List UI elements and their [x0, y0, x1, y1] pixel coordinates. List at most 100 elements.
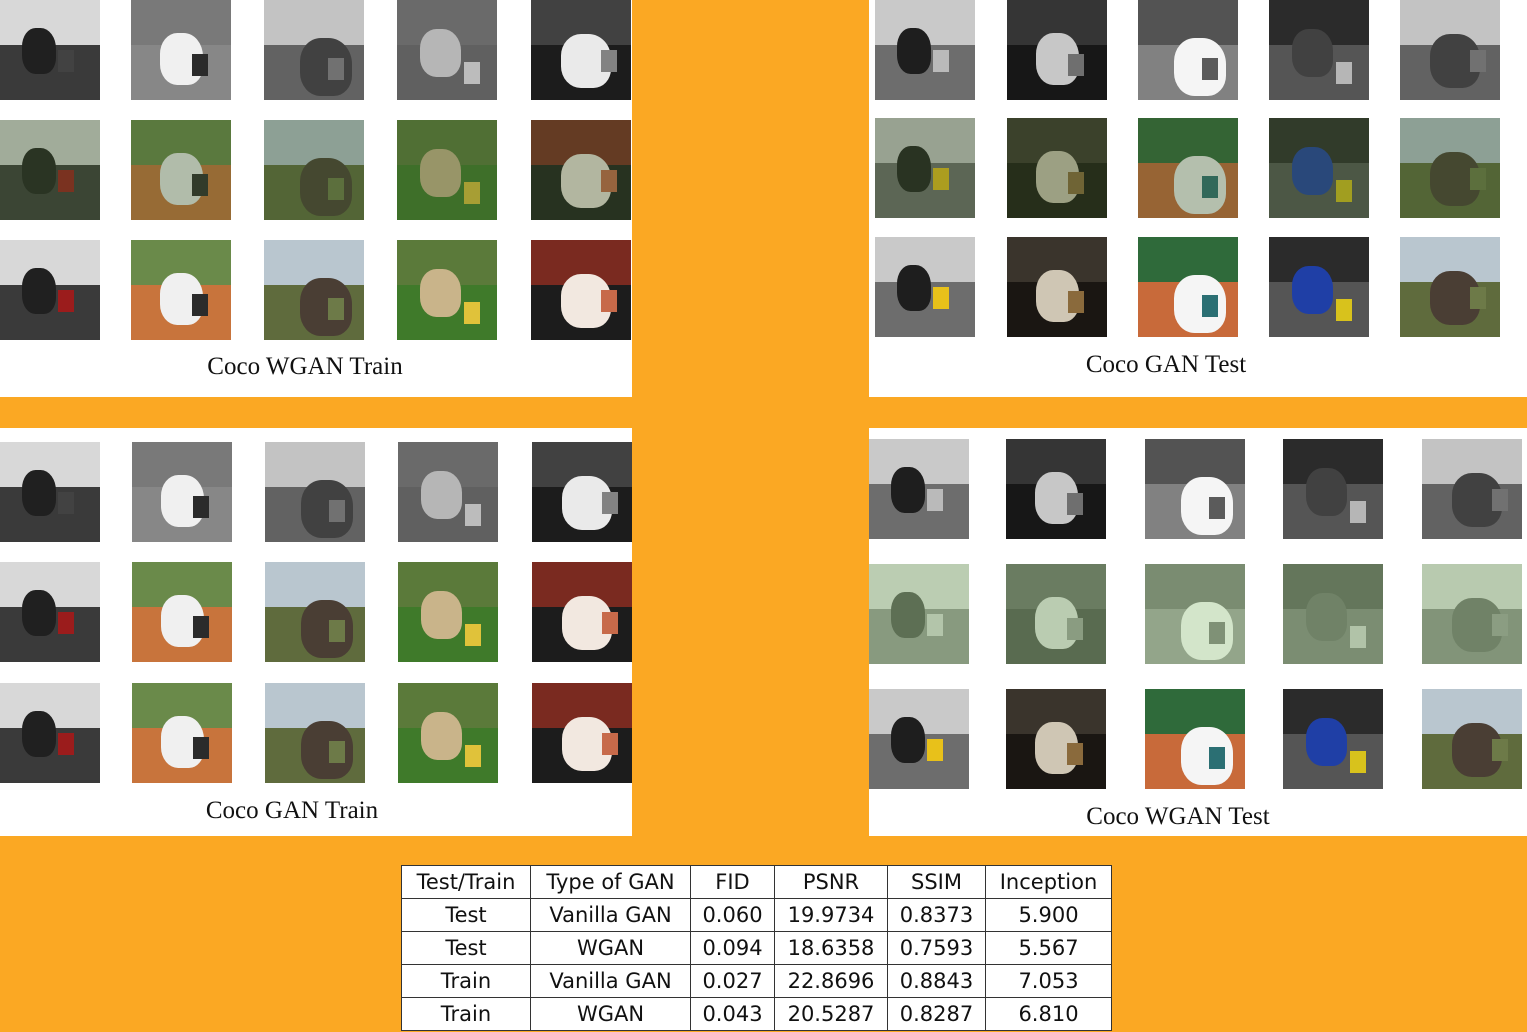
- sample-thumbnail: [1400, 118, 1500, 218]
- sample-thumbnail: [1138, 237, 1238, 337]
- sample-thumbnail: [398, 683, 498, 783]
- cell-fid: 0.060: [690, 898, 775, 932]
- sample-thumbnail: [1422, 564, 1522, 664]
- sample-thumbnail: [875, 118, 975, 218]
- sample-thumbnail: [875, 0, 975, 100]
- header-type-of-gan: Type of GAN: [530, 865, 691, 899]
- cell-inception: 5.900: [985, 898, 1112, 932]
- panel-bottom-left: Coco GAN Train: [0, 428, 632, 836]
- panel-bottom-right: Coco WGAN Test: [869, 428, 1527, 836]
- sample-thumbnail: [131, 120, 231, 220]
- cell-gan-type: WGAN: [530, 931, 691, 965]
- sample-thumbnail: [397, 0, 497, 100]
- header-fid: FID: [690, 865, 775, 899]
- panel-top-right: Coco GAN Test: [869, 0, 1527, 397]
- sample-thumbnail: [265, 442, 365, 542]
- cell-split: Test: [401, 931, 531, 965]
- sample-thumbnail: [1145, 439, 1245, 539]
- sample-thumbnail: [1422, 439, 1522, 539]
- sample-thumbnail: [1006, 564, 1106, 664]
- sample-thumbnail: [132, 442, 232, 542]
- sample-thumbnail: [1283, 689, 1383, 789]
- sample-thumbnail: [1400, 237, 1500, 337]
- sample-thumbnail: [869, 564, 969, 664]
- sample-thumbnail: [0, 562, 100, 662]
- sample-thumbnail: [264, 0, 364, 100]
- sample-thumbnail: [1138, 0, 1238, 100]
- sample-thumbnail: [265, 683, 365, 783]
- table-row: Test WGAN 0.094 18.6358 0.7593 5.567: [401, 931, 1112, 965]
- sample-thumbnail: [0, 240, 100, 340]
- cell-fid: 0.043: [690, 997, 775, 1031]
- table-row: Test Vanilla GAN 0.060 19.9734 0.8373 5.…: [401, 898, 1112, 932]
- header-test-train: Test/Train: [401, 865, 531, 899]
- sample-thumbnail: [1007, 237, 1107, 337]
- cell-inception: 7.053: [985, 964, 1112, 998]
- sample-thumbnail: [0, 442, 100, 542]
- sample-thumbnail: [0, 0, 100, 100]
- sample-thumbnail: [132, 683, 232, 783]
- sample-thumbnail: [531, 120, 631, 220]
- sample-thumbnail: [397, 120, 497, 220]
- sample-thumbnail: [532, 562, 632, 662]
- cell-fid: 0.027: [690, 964, 775, 998]
- sample-thumbnail: [0, 683, 100, 783]
- sample-thumbnail: [1007, 118, 1107, 218]
- sample-thumbnail: [264, 240, 364, 340]
- cell-split: Train: [401, 997, 531, 1031]
- panel-caption: Coco GAN Test: [1085, 351, 1247, 378]
- sample-thumbnail: [1006, 439, 1106, 539]
- table-header-row: Test/Train Type of GAN FID PSNR SSIM Inc…: [401, 865, 1112, 899]
- sample-thumbnail: [1145, 564, 1245, 664]
- cell-psnr: 20.5287: [774, 997, 888, 1031]
- sample-thumbnail: [1006, 689, 1106, 789]
- panel-top-left: Coco WGAN Train: [0, 0, 632, 397]
- header-psnr: PSNR: [774, 865, 888, 899]
- sample-thumbnail: [1422, 689, 1522, 789]
- cell-psnr: 19.9734: [774, 898, 888, 932]
- sample-thumbnail: [531, 240, 631, 340]
- cell-gan-type: Vanilla GAN: [530, 898, 691, 932]
- sample-thumbnail: [869, 689, 969, 789]
- header-ssim: SSIM: [887, 865, 986, 899]
- cell-fid: 0.094: [690, 931, 775, 965]
- sample-thumbnail: [398, 442, 498, 542]
- sample-thumbnail: [1269, 237, 1369, 337]
- panel-caption: Coco GAN Train: [205, 797, 379, 824]
- sample-thumbnail: [532, 683, 632, 783]
- cell-gan-type: WGAN: [530, 997, 691, 1031]
- table-row: Train Vanilla GAN 0.027 22.8696 0.8843 7…: [401, 964, 1112, 998]
- cell-split: Test: [401, 898, 531, 932]
- panel-caption: Coco WGAN Train: [207, 353, 403, 380]
- sample-thumbnail: [131, 0, 231, 100]
- cell-psnr: 18.6358: [774, 931, 888, 965]
- sample-thumbnail: [869, 439, 969, 539]
- sample-thumbnail: [1400, 0, 1500, 100]
- sample-thumbnail: [1283, 439, 1383, 539]
- sample-thumbnail: [1145, 689, 1245, 789]
- cell-split: Train: [401, 964, 531, 998]
- sample-thumbnail: [397, 240, 497, 340]
- sample-thumbnail: [875, 237, 975, 337]
- sample-thumbnail: [1269, 118, 1369, 218]
- metrics-table: Test/Train Type of GAN FID PSNR SSIM Inc…: [401, 865, 1112, 1031]
- table-row: Train WGAN 0.043 20.5287 0.8287 6.810: [401, 997, 1112, 1031]
- sample-thumbnail: [1007, 0, 1107, 100]
- cell-inception: 6.810: [985, 997, 1112, 1031]
- sample-thumbnail: [1269, 0, 1369, 100]
- sample-thumbnail: [1138, 118, 1238, 218]
- sample-thumbnail: [532, 442, 632, 542]
- cell-gan-type: Vanilla GAN: [530, 964, 691, 998]
- header-inception: Inception: [985, 865, 1112, 899]
- cell-ssim: 0.8843: [887, 964, 986, 998]
- sample-thumbnail: [1283, 564, 1383, 664]
- cell-psnr: 22.8696: [774, 964, 888, 998]
- sample-thumbnail: [131, 240, 231, 340]
- cell-ssim: 0.7593: [887, 931, 986, 965]
- cell-ssim: 0.8287: [887, 997, 986, 1031]
- sample-thumbnail: [264, 120, 364, 220]
- cell-ssim: 0.8373: [887, 898, 986, 932]
- cell-inception: 5.567: [985, 931, 1112, 965]
- sample-thumbnail: [398, 562, 498, 662]
- sample-thumbnail: [265, 562, 365, 662]
